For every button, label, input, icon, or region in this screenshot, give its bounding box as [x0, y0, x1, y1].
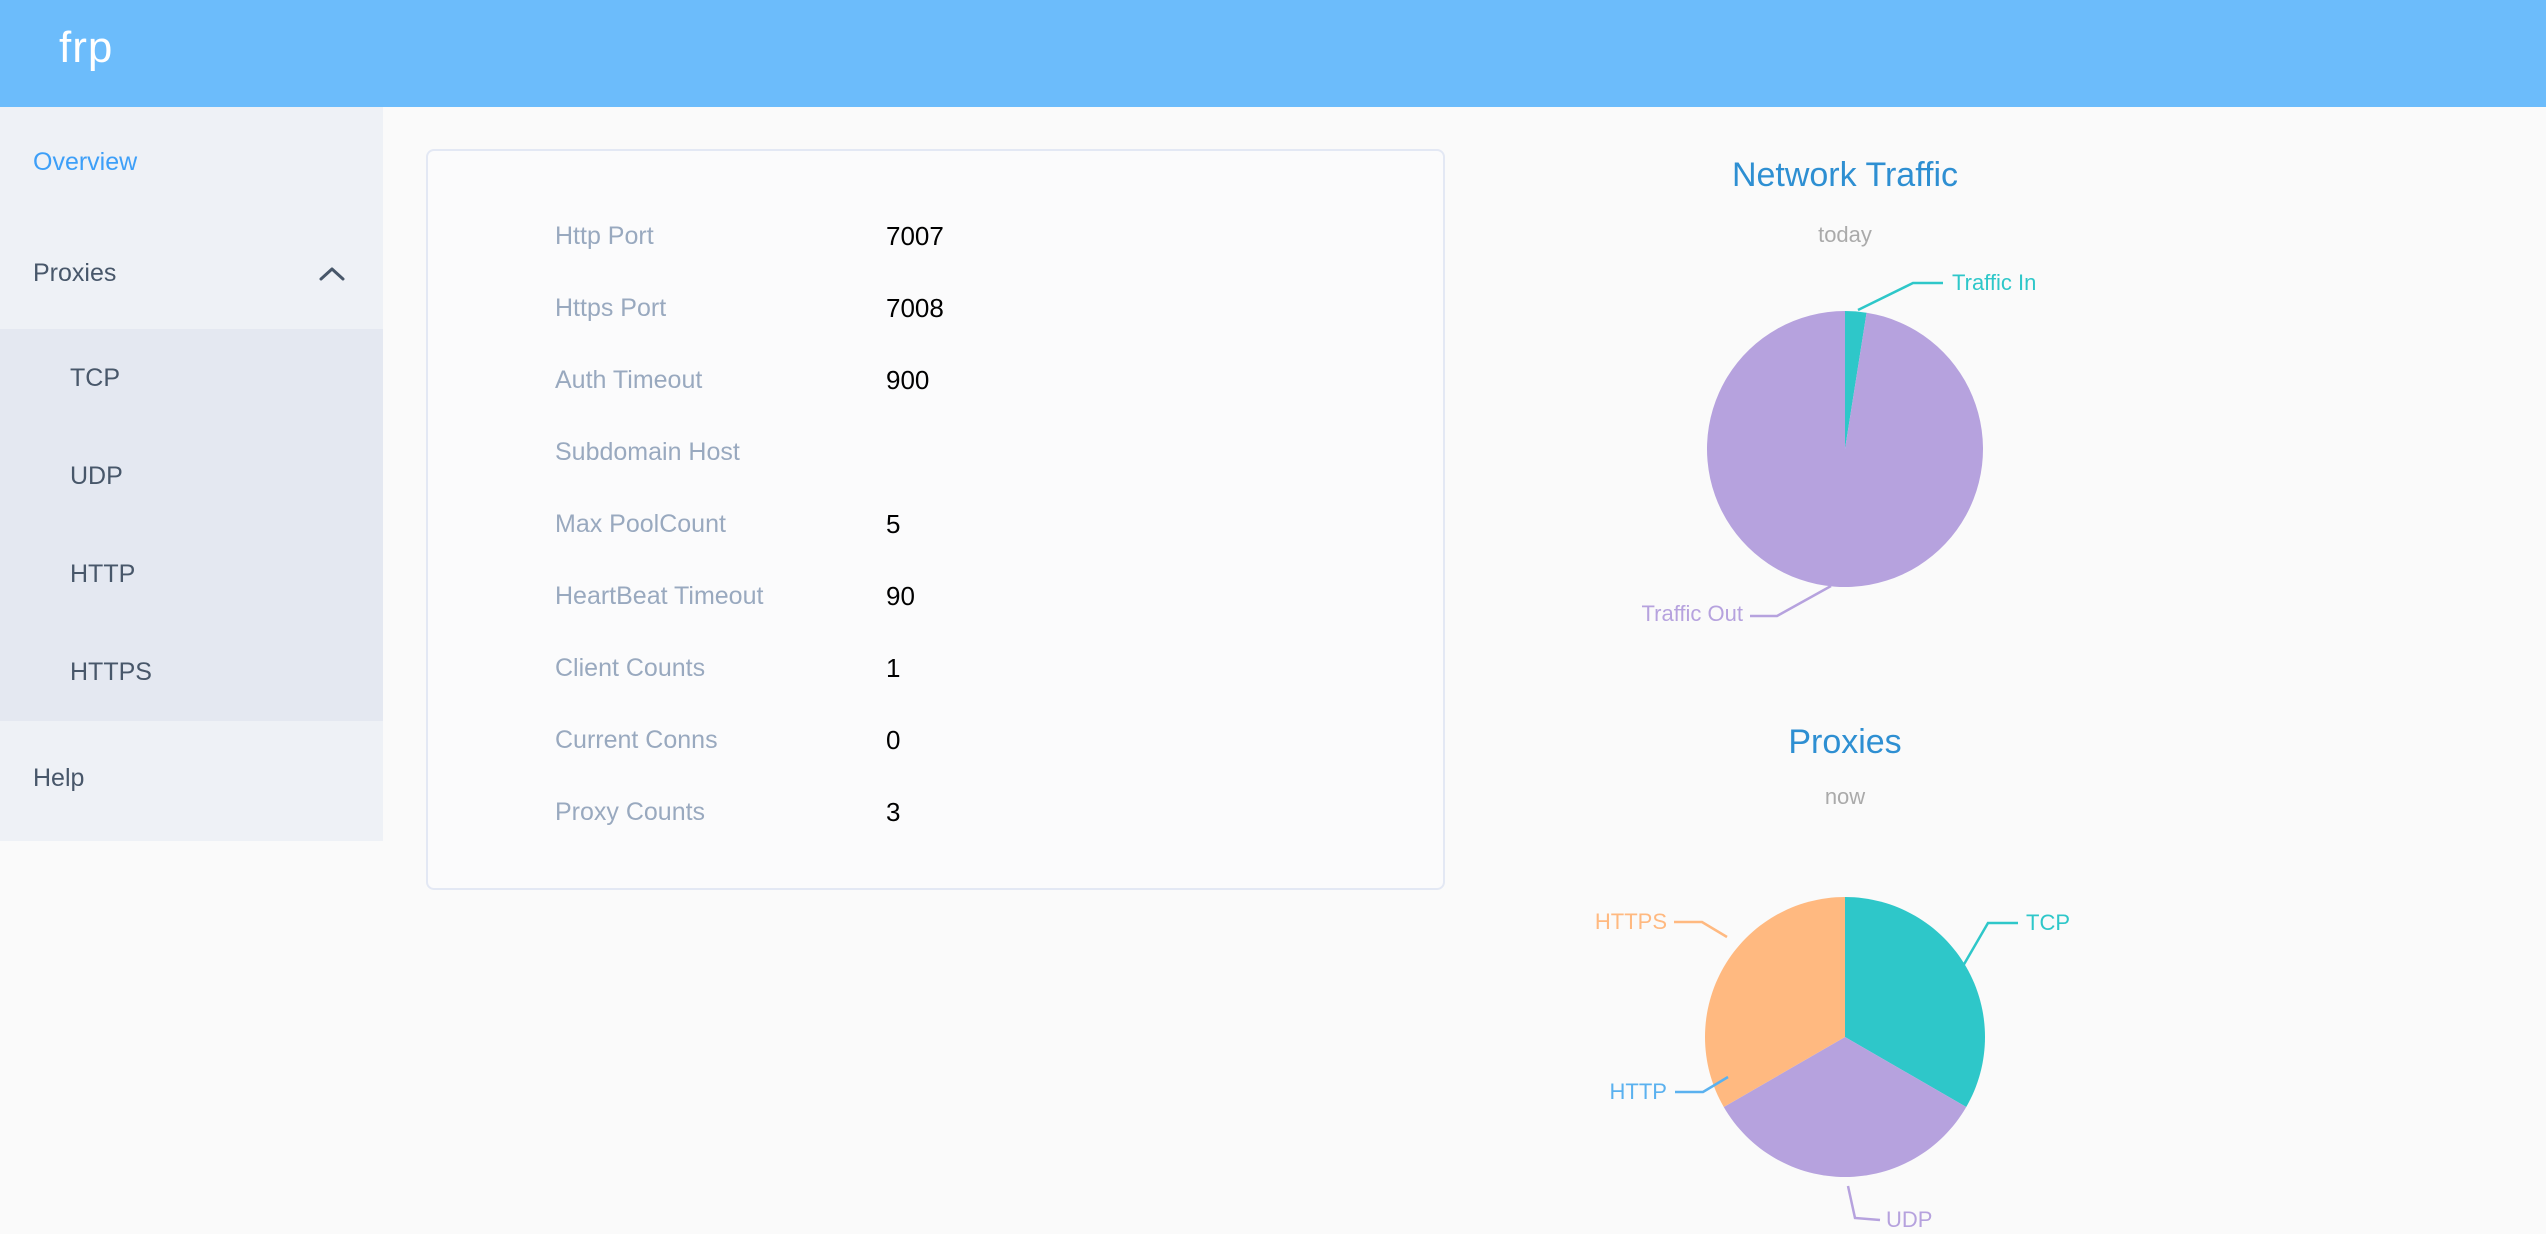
- config-value: 5: [886, 508, 901, 539]
- config-label: Max PoolCount: [555, 509, 726, 538]
- server-config-card: Http Port 7007 Https Port 7008 Auth Time…: [426, 149, 1445, 890]
- chevron-up-icon: [319, 267, 345, 281]
- sidebar-item-label: HTTP: [70, 559, 136, 588]
- http-label: HTTP: [1609, 1079, 1667, 1104]
- config-label: Https Port: [555, 293, 667, 322]
- config-value: 1: [886, 652, 901, 683]
- config-label: HeartBeat Timeout: [555, 581, 764, 610]
- config-label: Client Counts: [555, 653, 706, 682]
- sidebar-item-udp[interactable]: UDP: [0, 427, 383, 525]
- network-traffic-chart: Network Traffic today Traffic In Traffic…: [1545, 140, 2145, 660]
- https-label: HTTPS: [1594, 909, 1667, 934]
- config-label: Http Port: [555, 221, 654, 250]
- config-value: 7007: [886, 220, 944, 251]
- server-config-rows: Http Port 7007 Https Port 7008 Auth Time…: [428, 200, 1443, 848]
- chart-subtitle: now: [1824, 784, 1866, 809]
- sidebar-item-label: TCP: [70, 363, 120, 392]
- config-value: 900: [886, 364, 930, 395]
- network-traffic-pie: [1707, 281, 1983, 618]
- traffic-out-leader-line: [1750, 584, 1832, 618]
- config-label: Auth Timeout: [555, 365, 703, 394]
- config-row-http-port: Http Port 7007: [428, 200, 1443, 272]
- config-label: Subdomain Host: [555, 437, 740, 466]
- pie-slice-https: [1705, 897, 1845, 1107]
- config-row-heartbeat-timeout: HeartBeat Timeout 90: [428, 560, 1443, 632]
- udp-leader-line: [1846, 1185, 1881, 1222]
- chart-subtitle: today: [1818, 222, 1872, 247]
- tcp-leader-line: [1961, 921, 2018, 967]
- config-row-https-port: Https Port 7008: [428, 272, 1443, 344]
- config-row-proxy-counts: Proxy Counts 3: [428, 776, 1443, 848]
- pie-slice-traffic-out: [1707, 311, 1983, 587]
- config-row-subdomain-host: Subdomain Host: [428, 416, 1443, 488]
- pie-slice-tcp: [1845, 897, 1985, 1107]
- proxies-pie: [1674, 897, 2018, 1222]
- config-row-max-poolcount: Max PoolCount 5: [428, 488, 1443, 560]
- chart-title: Network Traffic: [1731, 156, 1959, 194]
- config-label: Proxy Counts: [555, 797, 706, 826]
- config-label: Current Conns: [555, 725, 718, 754]
- http-leader-line: [1675, 1075, 1729, 1094]
- chart-title: Proxies: [1788, 723, 1902, 761]
- sidebar-item-proxies[interactable]: Proxies: [0, 217, 383, 329]
- sidebar-item-label: Proxies: [33, 258, 117, 287]
- config-row-current-conns: Current Conns 0: [428, 704, 1443, 776]
- traffic-in-leader-line: [1857, 281, 1943, 312]
- app-header: frp: [0, 0, 2546, 107]
- udp-label: UDP: [1886, 1207, 1933, 1232]
- sidebar-item-help[interactable]: Help: [0, 721, 383, 836]
- app-logo: frp: [59, 22, 114, 72]
- config-row-auth-timeout: Auth Timeout 900: [428, 344, 1443, 416]
- config-value: 0: [886, 724, 901, 755]
- tcp-label: TCP: [2026, 910, 2070, 935]
- sidebar-item-http[interactable]: HTTP: [0, 525, 383, 623]
- config-value: 7008: [886, 292, 944, 323]
- sidebar-menu: Overview Proxies TCP UDP HTTP HTTPS Help: [0, 107, 383, 841]
- config-row-client-counts: Client Counts 1: [428, 632, 1443, 704]
- sidebar-item-tcp[interactable]: TCP: [0, 329, 383, 427]
- proxies-chart: Proxies now TCP UDP HTTP HTTPS: [1545, 690, 2145, 1234]
- sidebar-item-label: Overview: [33, 147, 138, 176]
- traffic-in-label: Traffic In: [1952, 270, 2037, 295]
- sidebar-item-label: HTTPS: [70, 657, 152, 686]
- pie-slice-traffic-in: [1845, 311, 1867, 449]
- sidebar-item-label: UDP: [70, 461, 123, 490]
- https-leader-line: [1674, 920, 1728, 939]
- sidebar-item-overview[interactable]: Overview: [0, 107, 383, 217]
- sidebar-item-label: Help: [33, 764, 85, 792]
- config-value: 3: [886, 796, 901, 827]
- config-value: 90: [886, 580, 915, 611]
- proxies-submenu: TCP UDP HTTP HTTPS: [0, 329, 383, 721]
- sidebar-item-https[interactable]: HTTPS: [0, 623, 383, 721]
- traffic-out-label: Traffic Out: [1641, 601, 1743, 626]
